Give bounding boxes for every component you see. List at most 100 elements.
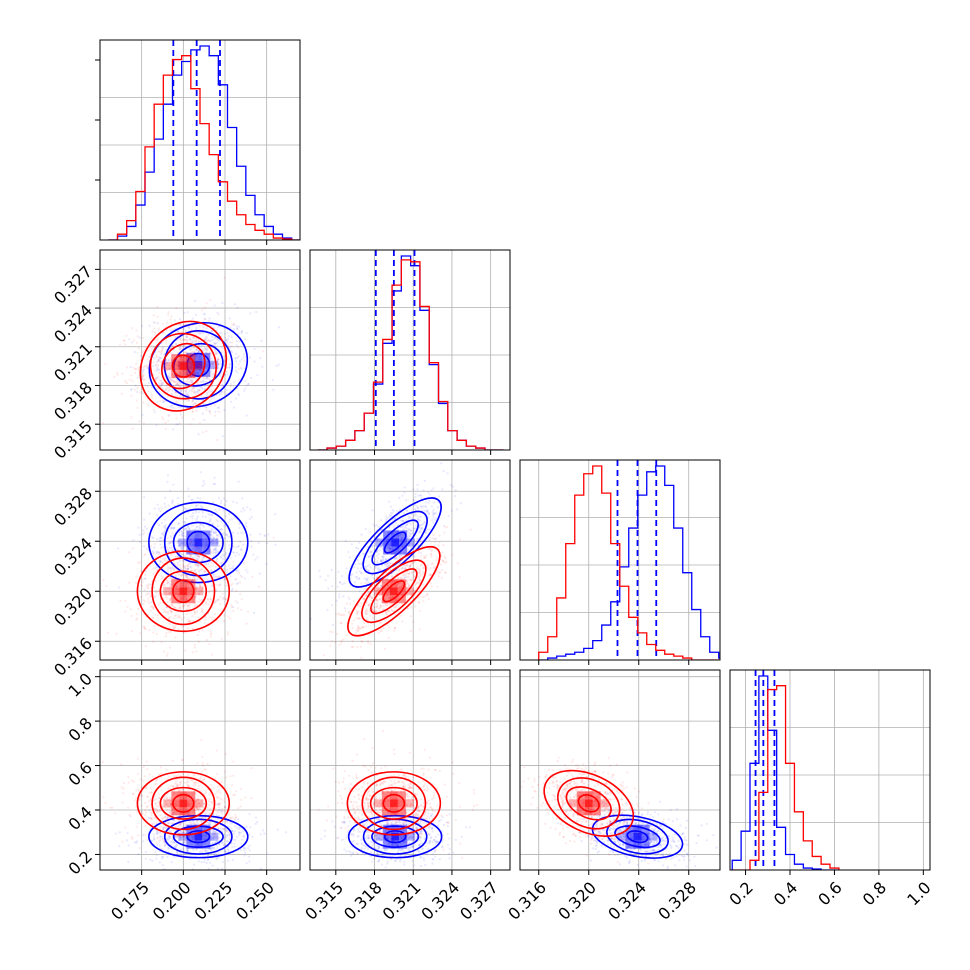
sample-point (155, 354, 158, 357)
sample-point (199, 366, 202, 369)
sample-point (169, 380, 172, 383)
sample-point (177, 336, 180, 339)
sample-point (202, 377, 205, 380)
sample-point (225, 370, 228, 373)
sample-point (396, 523, 399, 526)
sample-point (214, 831, 217, 834)
sample-point (206, 578, 209, 581)
sample-point (393, 606, 396, 609)
sample-point (223, 332, 226, 335)
sample-point (390, 514, 393, 517)
sample-point (172, 569, 175, 572)
sample-point (157, 507, 161, 510)
sample-point (193, 601, 196, 605)
sample-point (203, 388, 206, 391)
sample-point (168, 836, 171, 839)
sample-point (386, 584, 389, 588)
sample-point (218, 528, 221, 531)
sample-point (367, 604, 370, 607)
sample-point (212, 548, 215, 551)
sample-point (365, 568, 368, 571)
sample-point (200, 568, 203, 571)
sample-point (184, 384, 187, 388)
sample-point (245, 862, 248, 865)
sample-point (161, 348, 164, 351)
sample-point (393, 524, 396, 527)
sample-point (190, 346, 193, 349)
sample-point (177, 628, 180, 631)
sample-point (227, 535, 230, 538)
sample-point (188, 390, 191, 393)
sample-point (415, 539, 418, 542)
sample-point (249, 533, 252, 536)
sample-point (202, 480, 205, 483)
sample-point (193, 556, 196, 559)
sample-point (168, 592, 171, 595)
sample-point (207, 549, 210, 553)
sample-point (356, 612, 359, 616)
sample-point (187, 582, 190, 585)
sample-point (187, 567, 190, 570)
sample-point (192, 822, 195, 825)
sample-point (180, 548, 184, 551)
sample-point (216, 360, 219, 363)
sample-point (386, 562, 389, 566)
sample-point (130, 387, 133, 390)
sample-point (126, 831, 129, 835)
sample-point (416, 488, 419, 491)
sample-point (378, 629, 381, 632)
sample-point (226, 568, 229, 571)
sample-point (411, 589, 414, 592)
sample-point (190, 379, 193, 382)
sample-point (160, 560, 163, 563)
sample-point (160, 537, 163, 540)
sample-point (164, 505, 167, 508)
sample-point (361, 597, 364, 600)
sample-point (219, 360, 222, 363)
sample-point (404, 564, 407, 567)
sample-point (252, 553, 255, 556)
sample-point (169, 784, 172, 788)
sample-point (150, 791, 153, 794)
sample-point (207, 360, 210, 363)
sample-point (379, 546, 382, 549)
sample-point (175, 548, 179, 551)
sample-point (194, 586, 198, 590)
sample-point (168, 811, 171, 814)
sample-point (326, 608, 329, 612)
sample-point (205, 348, 208, 351)
sample-point (418, 577, 421, 580)
sample-point (254, 822, 257, 826)
sample-point (373, 609, 376, 613)
sample-point (169, 405, 172, 408)
sample-point (164, 524, 167, 527)
sample-point (222, 577, 225, 580)
sample-point (188, 380, 191, 384)
sample-point (150, 840, 154, 843)
histogram-step-0 (108, 45, 300, 240)
sample-point (128, 551, 131, 554)
sample-point (208, 812, 211, 816)
sample-point (209, 340, 212, 343)
sample-point (178, 544, 181, 547)
sample-point (149, 858, 152, 861)
density-cell (171, 362, 180, 371)
sample-point (226, 340, 229, 343)
sample-point (203, 546, 206, 549)
sample-point (377, 525, 380, 529)
sample-point (191, 847, 194, 850)
sample-point (209, 380, 212, 383)
sample-point (237, 392, 240, 395)
sample-point (374, 610, 377, 614)
sample-point (193, 611, 196, 614)
sample-point (221, 435, 224, 438)
sample-point (147, 382, 151, 385)
sample-point (223, 829, 226, 832)
sample-point (210, 580, 213, 583)
sample-point (407, 527, 410, 531)
sample-point (208, 378, 211, 381)
sample-point (179, 380, 182, 384)
sample-point (210, 569, 213, 573)
sample-point (181, 546, 184, 549)
sample-point (400, 584, 403, 587)
